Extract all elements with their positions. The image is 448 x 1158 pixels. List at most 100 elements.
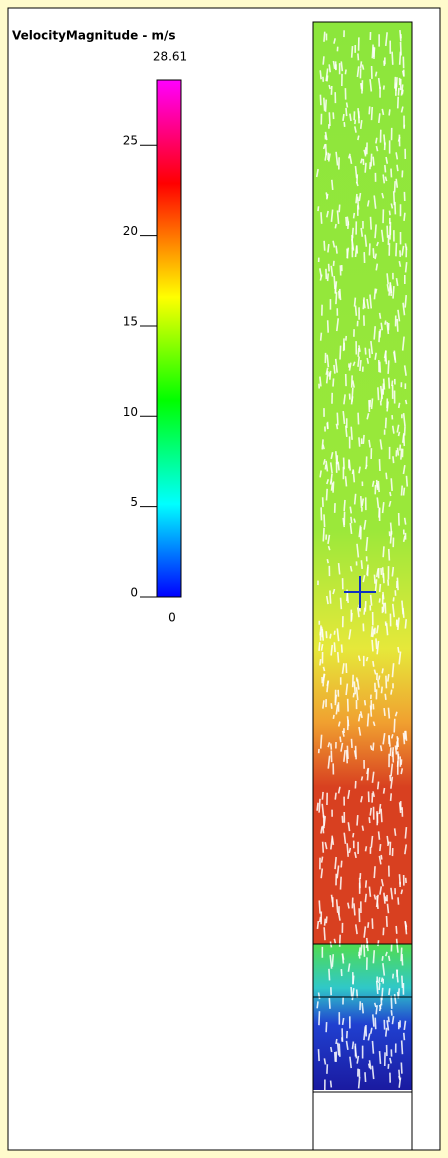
vector (372, 640, 373, 652)
vector (376, 264, 377, 271)
vector (374, 866, 375, 878)
vector (386, 1028, 387, 1037)
vector (365, 700, 366, 705)
vector (329, 112, 330, 126)
vector (398, 448, 399, 456)
vector (359, 437, 360, 446)
vector (398, 897, 399, 904)
vector (340, 346, 341, 360)
vector (389, 211, 390, 216)
vector (390, 842, 391, 855)
vector (328, 273, 329, 281)
vector (401, 486, 402, 496)
vector (334, 276, 335, 289)
vector (383, 546, 384, 557)
vector (318, 206, 319, 211)
vector (369, 817, 370, 823)
vector (382, 668, 383, 673)
vector (371, 745, 372, 750)
vector (323, 700, 324, 708)
vector (339, 722, 340, 727)
vector (355, 750, 356, 757)
vector (324, 927, 325, 940)
vector (322, 792, 323, 800)
vector (396, 926, 397, 934)
vector (326, 916, 327, 923)
vector (340, 935, 341, 947)
vector (337, 413, 338, 426)
vector (391, 204, 392, 209)
vector (374, 575, 375, 584)
vector (328, 244, 329, 252)
vector (323, 56, 324, 64)
vector (353, 976, 354, 985)
vector (369, 887, 370, 897)
vector (349, 460, 350, 471)
vector (376, 138, 377, 144)
vector (359, 467, 360, 474)
vector (321, 644, 322, 651)
vector (385, 896, 386, 901)
vector (343, 1018, 344, 1025)
vector (388, 842, 389, 846)
vector (334, 939, 335, 943)
vector (376, 638, 377, 649)
vector (395, 828, 396, 835)
vector (379, 977, 380, 983)
vector (380, 1051, 381, 1064)
vector (394, 719, 395, 733)
vector (373, 661, 374, 667)
vector (347, 843, 348, 856)
vector (343, 518, 344, 527)
vector (317, 921, 318, 929)
vector (350, 507, 351, 514)
vector (399, 432, 400, 436)
vector (320, 471, 321, 478)
vector (322, 627, 323, 637)
vector (375, 1018, 376, 1030)
vector (405, 619, 406, 628)
vector (349, 848, 350, 853)
vector (379, 676, 380, 680)
vector (397, 319, 398, 332)
vector (353, 833, 354, 837)
vector (371, 154, 372, 167)
vector (402, 954, 403, 966)
vector (383, 567, 384, 577)
vector (377, 497, 378, 508)
vector (406, 476, 407, 487)
vector (402, 1040, 403, 1054)
vector (382, 956, 383, 961)
vector (378, 940, 379, 946)
vector (386, 418, 387, 429)
vector (394, 191, 395, 205)
vector (406, 400, 407, 404)
vector (338, 652, 339, 662)
vector (323, 842, 324, 853)
vector (333, 715, 334, 719)
vector (374, 326, 375, 339)
vector (392, 52, 393, 65)
vector (355, 494, 356, 505)
vector (321, 735, 322, 749)
vector (373, 950, 374, 963)
vector (329, 372, 330, 376)
vector (391, 793, 392, 801)
vector (351, 987, 352, 997)
vector (375, 254, 376, 260)
vector (333, 481, 334, 492)
vector (389, 988, 390, 995)
vector (352, 46, 353, 58)
vector (364, 944, 365, 957)
vector (405, 827, 406, 838)
vector (361, 945, 362, 956)
vector (368, 200, 369, 206)
vector (379, 113, 380, 123)
vector (346, 217, 347, 226)
vector (388, 1017, 389, 1022)
vector (387, 226, 388, 238)
vector (379, 983, 380, 990)
tick-label: 20 (123, 224, 138, 238)
vector (344, 500, 345, 511)
vector (379, 831, 380, 839)
